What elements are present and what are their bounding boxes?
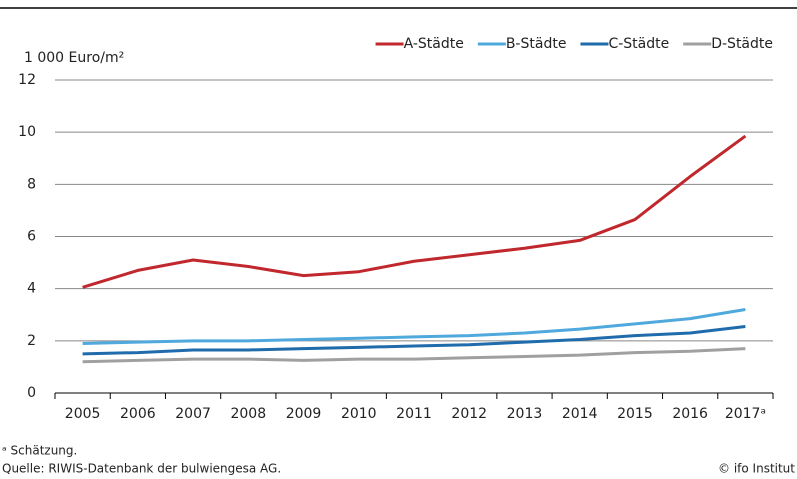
line-series bbox=[82, 134, 747, 289]
legend-label: B-Städte bbox=[506, 36, 567, 52]
source: Quelle: RIWIS-Datenbank der bulwiengesa … bbox=[2, 462, 281, 476]
x-tick-label: 2014 bbox=[562, 406, 598, 422]
legend-label: A-Städte bbox=[404, 36, 464, 52]
x-tick-label: 2012 bbox=[451, 406, 487, 422]
x-tick-label: 2016 bbox=[672, 406, 708, 422]
line-series bbox=[82, 308, 746, 345]
legend-label: C-Städte bbox=[608, 36, 669, 52]
y-tick-label: 0 bbox=[27, 385, 36, 401]
x-tick-label: 2010 bbox=[341, 406, 377, 422]
y-tick-label: 12 bbox=[18, 72, 36, 88]
x-tick-label: 2006 bbox=[120, 406, 156, 422]
y-tick-label: 4 bbox=[27, 281, 36, 297]
x-tick-label: 2009 bbox=[286, 406, 322, 422]
y-axis-label: 1 000 Euro/m² bbox=[24, 50, 124, 66]
x-tick-label: 2008 bbox=[230, 406, 266, 422]
y-tick-label: 2 bbox=[27, 333, 36, 349]
x-tick-label: 2011 bbox=[396, 406, 432, 422]
x-tick-label: 2005 bbox=[65, 406, 101, 422]
y-tick-label: 6 bbox=[27, 229, 36, 245]
y-tick-label: 10 bbox=[18, 124, 36, 140]
y-tick-label: 8 bbox=[27, 176, 36, 192]
x-tick-label: 2015 bbox=[617, 406, 653, 422]
legend-label: D-Städte bbox=[711, 36, 773, 52]
footnote: ᵃ Schätzung. bbox=[2, 444, 77, 458]
credit: © ifo Institut bbox=[718, 462, 795, 476]
line-series bbox=[82, 347, 746, 364]
x-tick-label: 2007 bbox=[175, 406, 211, 422]
x-tick-label: 2013 bbox=[507, 406, 543, 422]
x-tick-label: 2017ᵃ bbox=[725, 406, 766, 422]
line-series bbox=[82, 324, 746, 356]
